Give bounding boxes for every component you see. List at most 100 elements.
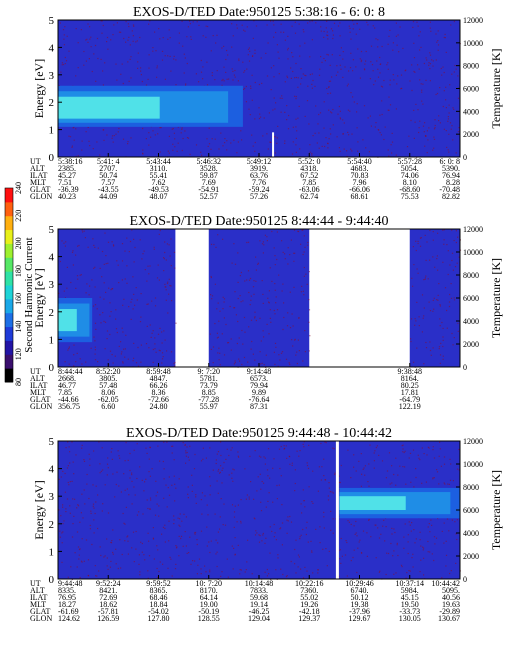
noise-dot [139, 321, 142, 323]
noise-dot [260, 501, 262, 503]
noise-dot [93, 336, 95, 338]
noise-dot [164, 241, 166, 243]
ephemeris-value: 10:14:48 [245, 579, 273, 588]
noise-dot [284, 81, 286, 83]
noise-dot [442, 336, 444, 338]
ephemeris-value: 7360. [300, 586, 318, 595]
ephemeris-value: 9.89 [252, 388, 266, 397]
noise-dot [318, 74, 321, 76]
ephemeris-value: 68.46 [150, 593, 168, 602]
noise-dot [148, 458, 150, 460]
noise-dot [328, 138, 330, 140]
noise-dot [320, 26, 322, 28]
noise-dot [403, 451, 405, 454]
noise-dot [284, 253, 286, 255]
ephemeris-value: 8365. [150, 586, 168, 595]
noise-dot [110, 451, 112, 453]
noise-dot [329, 80, 332, 82]
noise-dot [181, 520, 183, 522]
noise-dot [268, 112, 270, 114]
ephemeris-value: -29.89 [439, 607, 460, 616]
noise-dot [324, 479, 327, 481]
noise-dot [264, 542, 266, 544]
noise-dot [399, 26, 401, 28]
noise-dot [161, 358, 164, 360]
noise-dot [163, 330, 165, 332]
noise-dot [323, 475, 325, 477]
noise-dot [290, 77, 292, 79]
noise-dot [405, 577, 407, 579]
noise-dot [286, 119, 288, 121]
noise-dot [262, 252, 264, 254]
noise-dot [229, 305, 231, 308]
noise-dot [386, 470, 389, 472]
noise-dot [95, 575, 97, 577]
noise-dot [104, 484, 106, 486]
noise-dot [192, 560, 194, 562]
noise-dot [209, 551, 211, 554]
noise-dot [122, 82, 124, 85]
noise-dot [414, 121, 416, 123]
noise-dot [159, 230, 161, 232]
y-tick-label: 3 [49, 279, 55, 291]
noise-dot [58, 509, 60, 511]
noise-dot [426, 130, 428, 132]
noise-dot [286, 75, 288, 77]
noise-dot [87, 246, 89, 248]
noise-dot [388, 452, 391, 454]
noise-dot [144, 481, 146, 483]
noise-dot [121, 327, 123, 329]
noise-dot [397, 34, 399, 36]
noise-dot [132, 35, 134, 37]
noise-dot [174, 568, 177, 570]
noise-dot [220, 575, 222, 577]
colorbar-label: Second Harmonic Current [23, 237, 35, 352]
noise-dot [232, 468, 234, 470]
noise-dot [420, 83, 422, 85]
right-axis-label: Temperature [K] [489, 48, 503, 128]
noise-dot [352, 20, 354, 22]
noise-dot [429, 531, 431, 533]
noise-dot [294, 469, 296, 471]
noise-dot [281, 290, 283, 292]
noise-dot [303, 275, 305, 277]
noise-dot [287, 35, 289, 37]
noise-dot [242, 61, 244, 63]
noise-dot [424, 122, 426, 124]
noise-dot [378, 454, 380, 456]
noise-dot [429, 68, 431, 70]
noise-dot [427, 446, 429, 448]
noise-dot [86, 283, 88, 285]
noise-dot [347, 520, 349, 522]
noise-dot [107, 457, 109, 459]
noise-dot [217, 234, 219, 236]
noise-dot [167, 312, 169, 314]
noise-dot [436, 471, 439, 473]
noise-dot [412, 566, 414, 568]
noise-dot [72, 461, 74, 463]
noise-dot [191, 484, 193, 486]
noise-dot [384, 126, 386, 128]
noise-dot [167, 567, 169, 569]
noise-dot [238, 337, 240, 339]
noise-dot [195, 496, 197, 498]
noise-dot [106, 41, 108, 43]
noise-dot [318, 113, 320, 116]
noise-dot [266, 323, 268, 325]
noise-dot [116, 22, 118, 24]
noise-dot [112, 473, 114, 475]
noise-dot [255, 269, 257, 271]
noise-dot [403, 536, 405, 538]
noise-dot [148, 144, 150, 146]
noise-dot [436, 258, 438, 260]
noise-dot [135, 530, 137, 533]
noise-dot [216, 337, 218, 339]
noise-dot [369, 444, 371, 446]
noise-dot [68, 484, 70, 486]
noise-dot [309, 144, 311, 146]
noise-dot [99, 314, 101, 316]
noise-dot [148, 54, 150, 56]
noise-dot [63, 38, 65, 40]
noise-dot [311, 501, 313, 503]
noise-dot [391, 482, 393, 484]
